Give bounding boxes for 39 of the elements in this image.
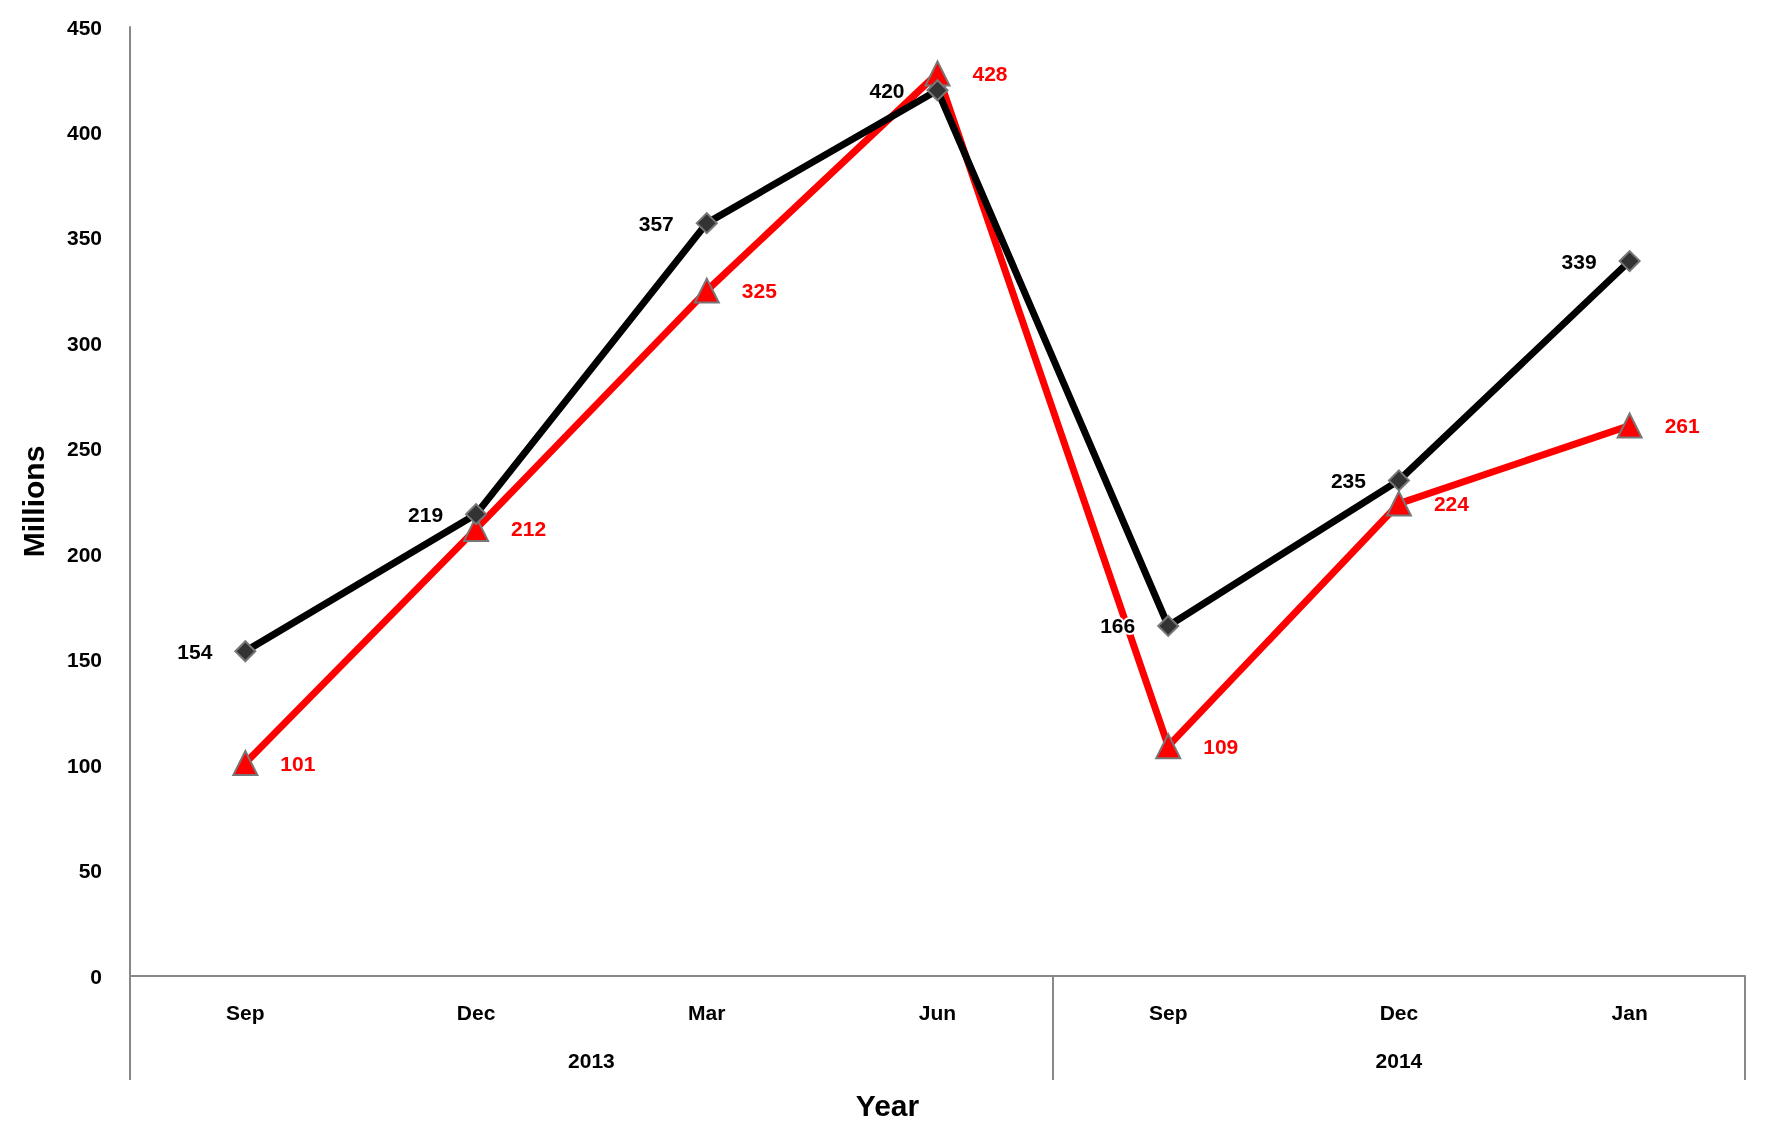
data-label: 219: [408, 502, 444, 526]
y-tick-label: 350: [66, 226, 102, 250]
point: [1385, 490, 1412, 517]
data-label: 357: [638, 211, 674, 235]
data-label: 154: [177, 639, 213, 663]
point: [1155, 733, 1182, 760]
y-tick-label: 100: [66, 753, 102, 777]
x-tick-label: Sep: [226, 1001, 265, 1024]
point: [232, 750, 259, 776]
data-label: 212: [511, 517, 547, 541]
x-tick-label: Jun: [918, 1001, 957, 1024]
y-tick-label: 450: [66, 15, 102, 39]
data-label: 325: [741, 279, 778, 303]
y-tick-label: 150: [66, 648, 102, 672]
data-label: 420: [869, 78, 905, 102]
text: 2013: [568, 1048, 615, 1072]
data-label: 224: [1433, 492, 1470, 516]
x-tick-label: Mar: [688, 1001, 726, 1024]
data-label: 101: [280, 751, 316, 775]
y-tick-label: 400: [66, 120, 102, 144]
y-axis-title: Millions: [16, 445, 50, 558]
point: [693, 277, 720, 304]
data-label: 339: [1561, 249, 1597, 273]
x-axis-title: Year: [855, 1088, 920, 1122]
x-tick-label: Jan: [1611, 1001, 1648, 1024]
x-tick-label: Sep: [1148, 1001, 1188, 1024]
y-tick-label: 50: [78, 859, 102, 883]
text: 2014: [1375, 1048, 1423, 1072]
y-tick-label: 0: [90, 964, 102, 988]
x-tick-label: Dec: [456, 1001, 496, 1024]
data-label: 261: [1664, 414, 1700, 438]
y-tick-label: 250: [66, 437, 102, 461]
data-label: 109: [1203, 734, 1239, 758]
x-tick-label: Dec: [1379, 1001, 1419, 1024]
data-label: 235: [1330, 468, 1367, 492]
y-tick-label: 300: [66, 331, 102, 355]
point: [1616, 412, 1643, 439]
data-label: 428: [972, 61, 1008, 85]
y-tick-label: 200: [66, 542, 102, 566]
